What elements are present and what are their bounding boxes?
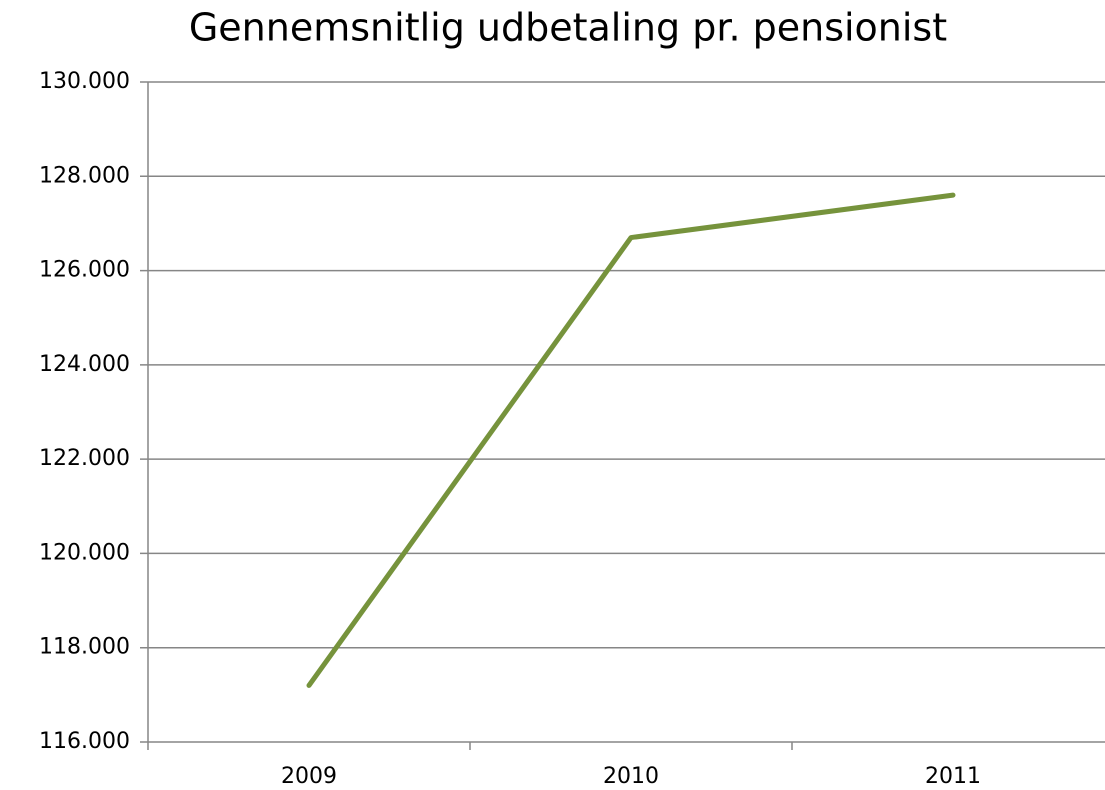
chart-title: Gennemsnitlig udbetaling pr. pensionist — [189, 6, 947, 50]
y-tick-label: 130.000 — [39, 69, 130, 94]
y-tick-label: 128.000 — [39, 163, 130, 188]
y-tick-label: 116.000 — [39, 729, 130, 754]
line-series — [306, 192, 956, 688]
x-tick-label: 2011 — [925, 764, 981, 789]
y-tick-label: 120.000 — [39, 540, 130, 565]
x-tick-label: 2009 — [281, 764, 337, 789]
y-tick-label: 126.000 — [39, 258, 130, 283]
y-tick-label: 124.000 — [39, 352, 130, 377]
x-tick-label: 2010 — [603, 764, 659, 789]
y-tick-label: 122.000 — [39, 446, 130, 471]
y-tick-label: 118.000 — [39, 635, 130, 660]
